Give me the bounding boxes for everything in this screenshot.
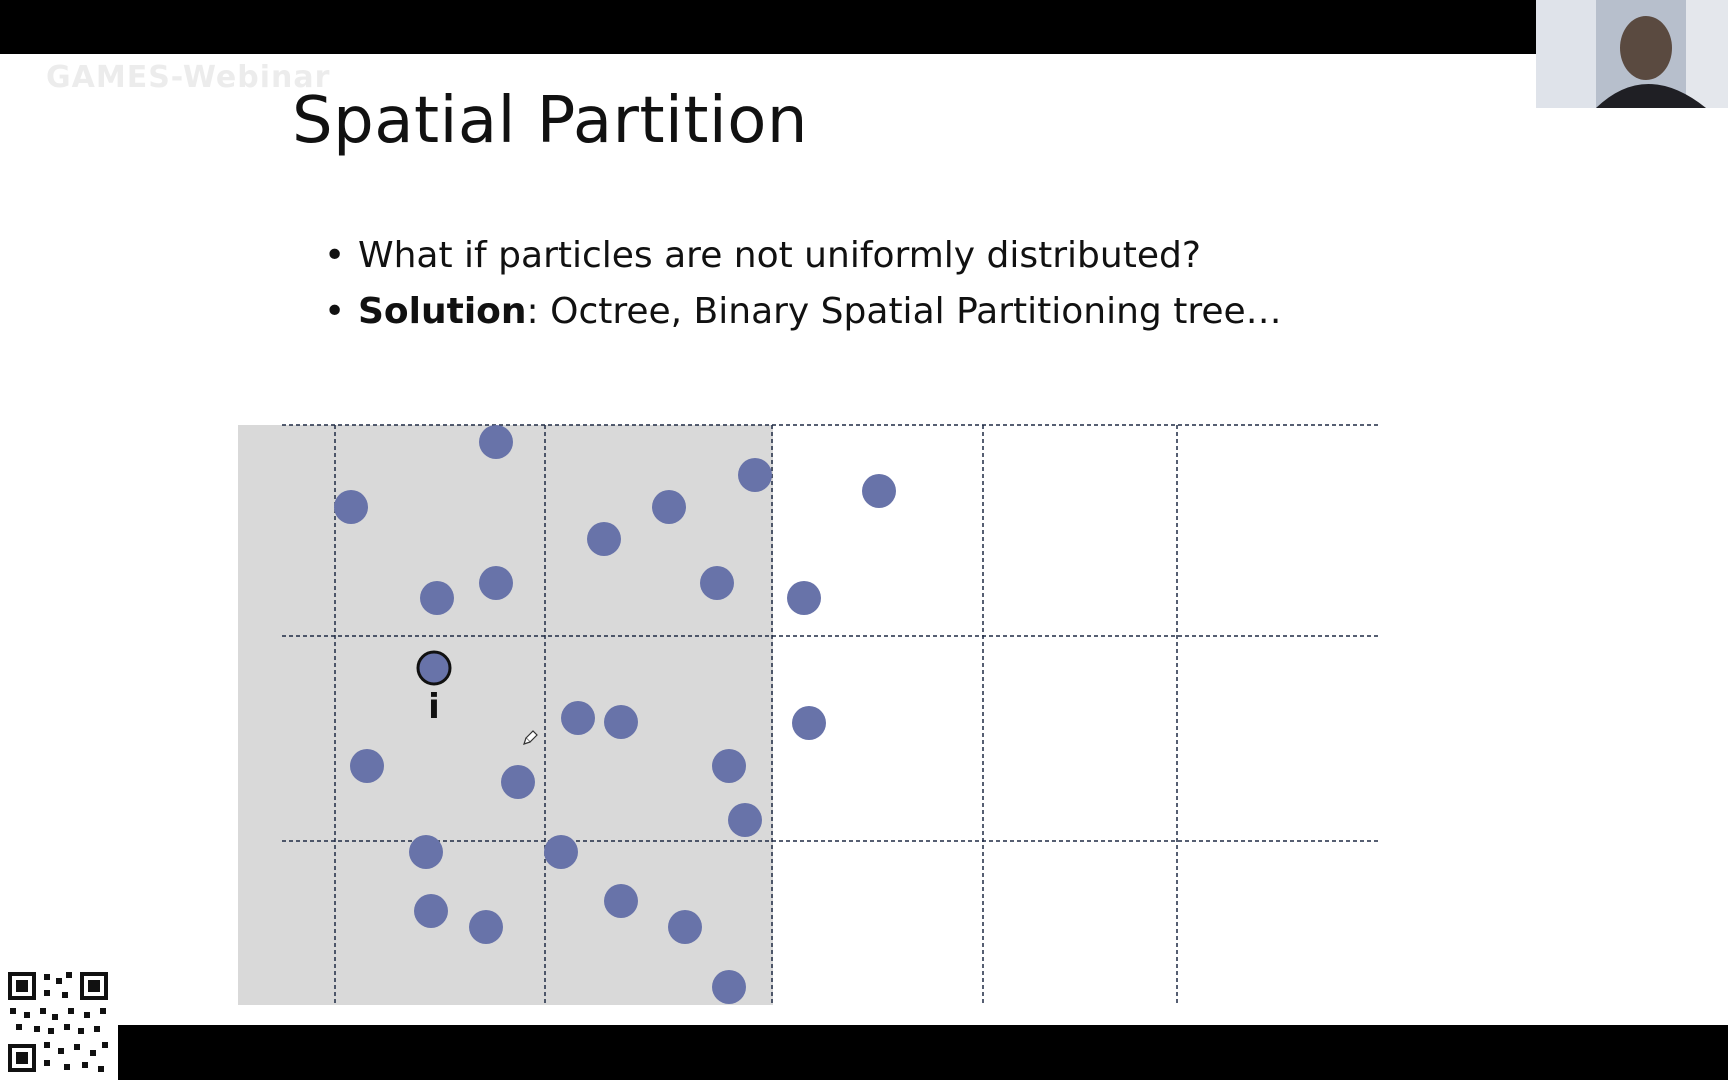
particle <box>350 749 384 783</box>
top-black-bar <box>0 0 1728 54</box>
bullet-item: Solution: Octree, Binary Spatial Partiti… <box>324 284 1282 340</box>
presenter-webcam <box>1536 0 1728 108</box>
bottom-black-bar <box>118 1025 1728 1080</box>
watermark: GAMES-Webinar <box>46 60 331 95</box>
particle <box>738 458 772 492</box>
particle <box>334 490 368 524</box>
particle <box>712 749 746 783</box>
particle <box>728 803 762 837</box>
particle <box>787 581 821 615</box>
particle <box>792 706 826 740</box>
particle <box>652 490 686 524</box>
bullet-item: What if particles are not uniformly dist… <box>324 228 1282 284</box>
particles <box>334 425 896 1004</box>
particle <box>501 765 535 799</box>
particle <box>668 910 702 944</box>
particle <box>604 884 638 918</box>
particle <box>469 910 503 944</box>
particle <box>414 894 448 928</box>
shaded-neighbor-region <box>238 425 773 1005</box>
bullet-text: What if particles are not uniformly dist… <box>358 235 1201 276</box>
particle <box>712 970 746 1004</box>
particle <box>700 566 734 600</box>
particle <box>409 835 443 869</box>
pen-cursor-icon <box>523 730 538 745</box>
qr-code <box>4 968 112 1076</box>
particle-i-label: i <box>428 687 440 727</box>
particle <box>544 835 578 869</box>
bullet-bold-text: Solution <box>358 291 527 332</box>
particle <box>604 705 638 739</box>
bullet-list: What if particles are not uniformly dist… <box>324 228 1282 340</box>
particle <box>479 425 513 459</box>
particle <box>561 701 595 735</box>
bullet-text: : Octree, Binary Spatial Partitioning tr… <box>526 291 1282 332</box>
slide-title: Spatial Partition <box>292 84 808 158</box>
particle <box>862 474 896 508</box>
grid-lines <box>282 424 1380 1003</box>
particle <box>479 566 513 600</box>
particle <box>420 581 454 615</box>
particle <box>587 522 621 556</box>
particle-i <box>416 650 452 686</box>
